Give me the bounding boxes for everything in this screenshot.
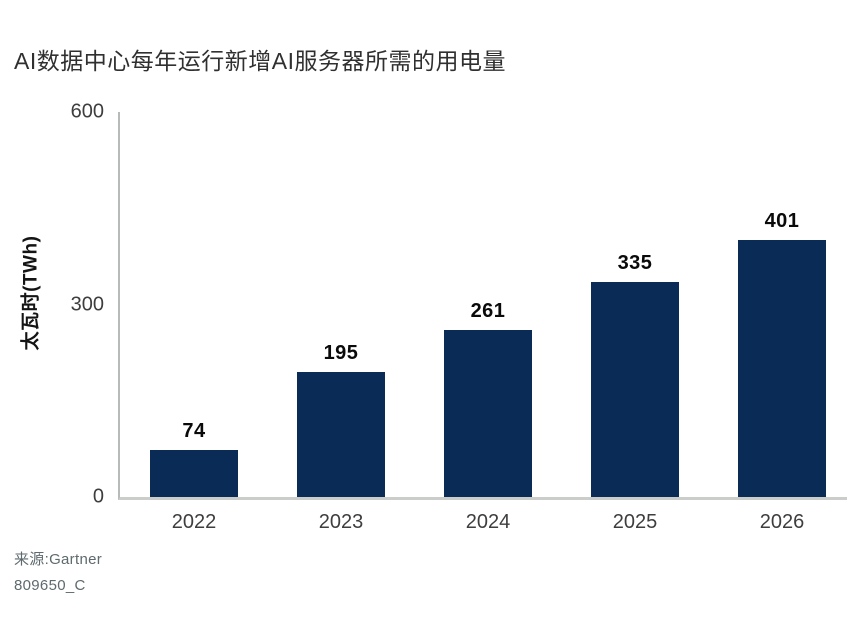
- y-axis-ticks: 0 300 600: [0, 101, 104, 508]
- y-tick-label: 0: [92, 485, 104, 508]
- x-tick-label: 2022: [171, 511, 217, 533]
- chart-code: 809650_C: [14, 577, 86, 594]
- x-tick-label: 2024: [465, 511, 511, 533]
- bar-value-label: 195: [323, 341, 359, 364]
- plot-area: 74 2022 195 2023 261 2024 335 2025 401 2026: [118, 112, 847, 533]
- bar-2026: [738, 239, 826, 497]
- bar-2023: [297, 371, 385, 497]
- bar-value-label: 335: [617, 252, 653, 275]
- bar-group: 74 2022: [150, 112, 238, 533]
- source-block: 来源:Gartner 809650_C: [14, 547, 102, 599]
- x-tick-label: 2025: [612, 511, 658, 533]
- bar-group: 261 2024: [444, 112, 532, 533]
- bar-group: 335 2025: [591, 112, 679, 533]
- bar-value-label: 261: [470, 299, 506, 322]
- bar-group: 401 2026: [738, 112, 826, 533]
- chart-title: AI数据中心每年运行新增AI服务器所需的用电量: [14, 48, 506, 74]
- bar-group: 195 2023: [297, 112, 385, 533]
- bar-value-label: 74: [182, 419, 206, 442]
- bar-2022: [150, 449, 238, 497]
- x-tick-label: 2026: [759, 511, 805, 533]
- bars-container: 74 2022 195 2023 261 2024 335 2025 401 2026: [120, 112, 847, 533]
- y-tick-label: 600: [70, 100, 104, 123]
- x-tick-label: 2023: [318, 511, 364, 533]
- bar-value-label: 401: [764, 209, 800, 232]
- source-label: 来源:Gartner: [14, 551, 103, 568]
- bar-2024: [444, 329, 532, 497]
- bar-2025: [591, 282, 679, 497]
- y-tick-label: 300: [70, 293, 104, 315]
